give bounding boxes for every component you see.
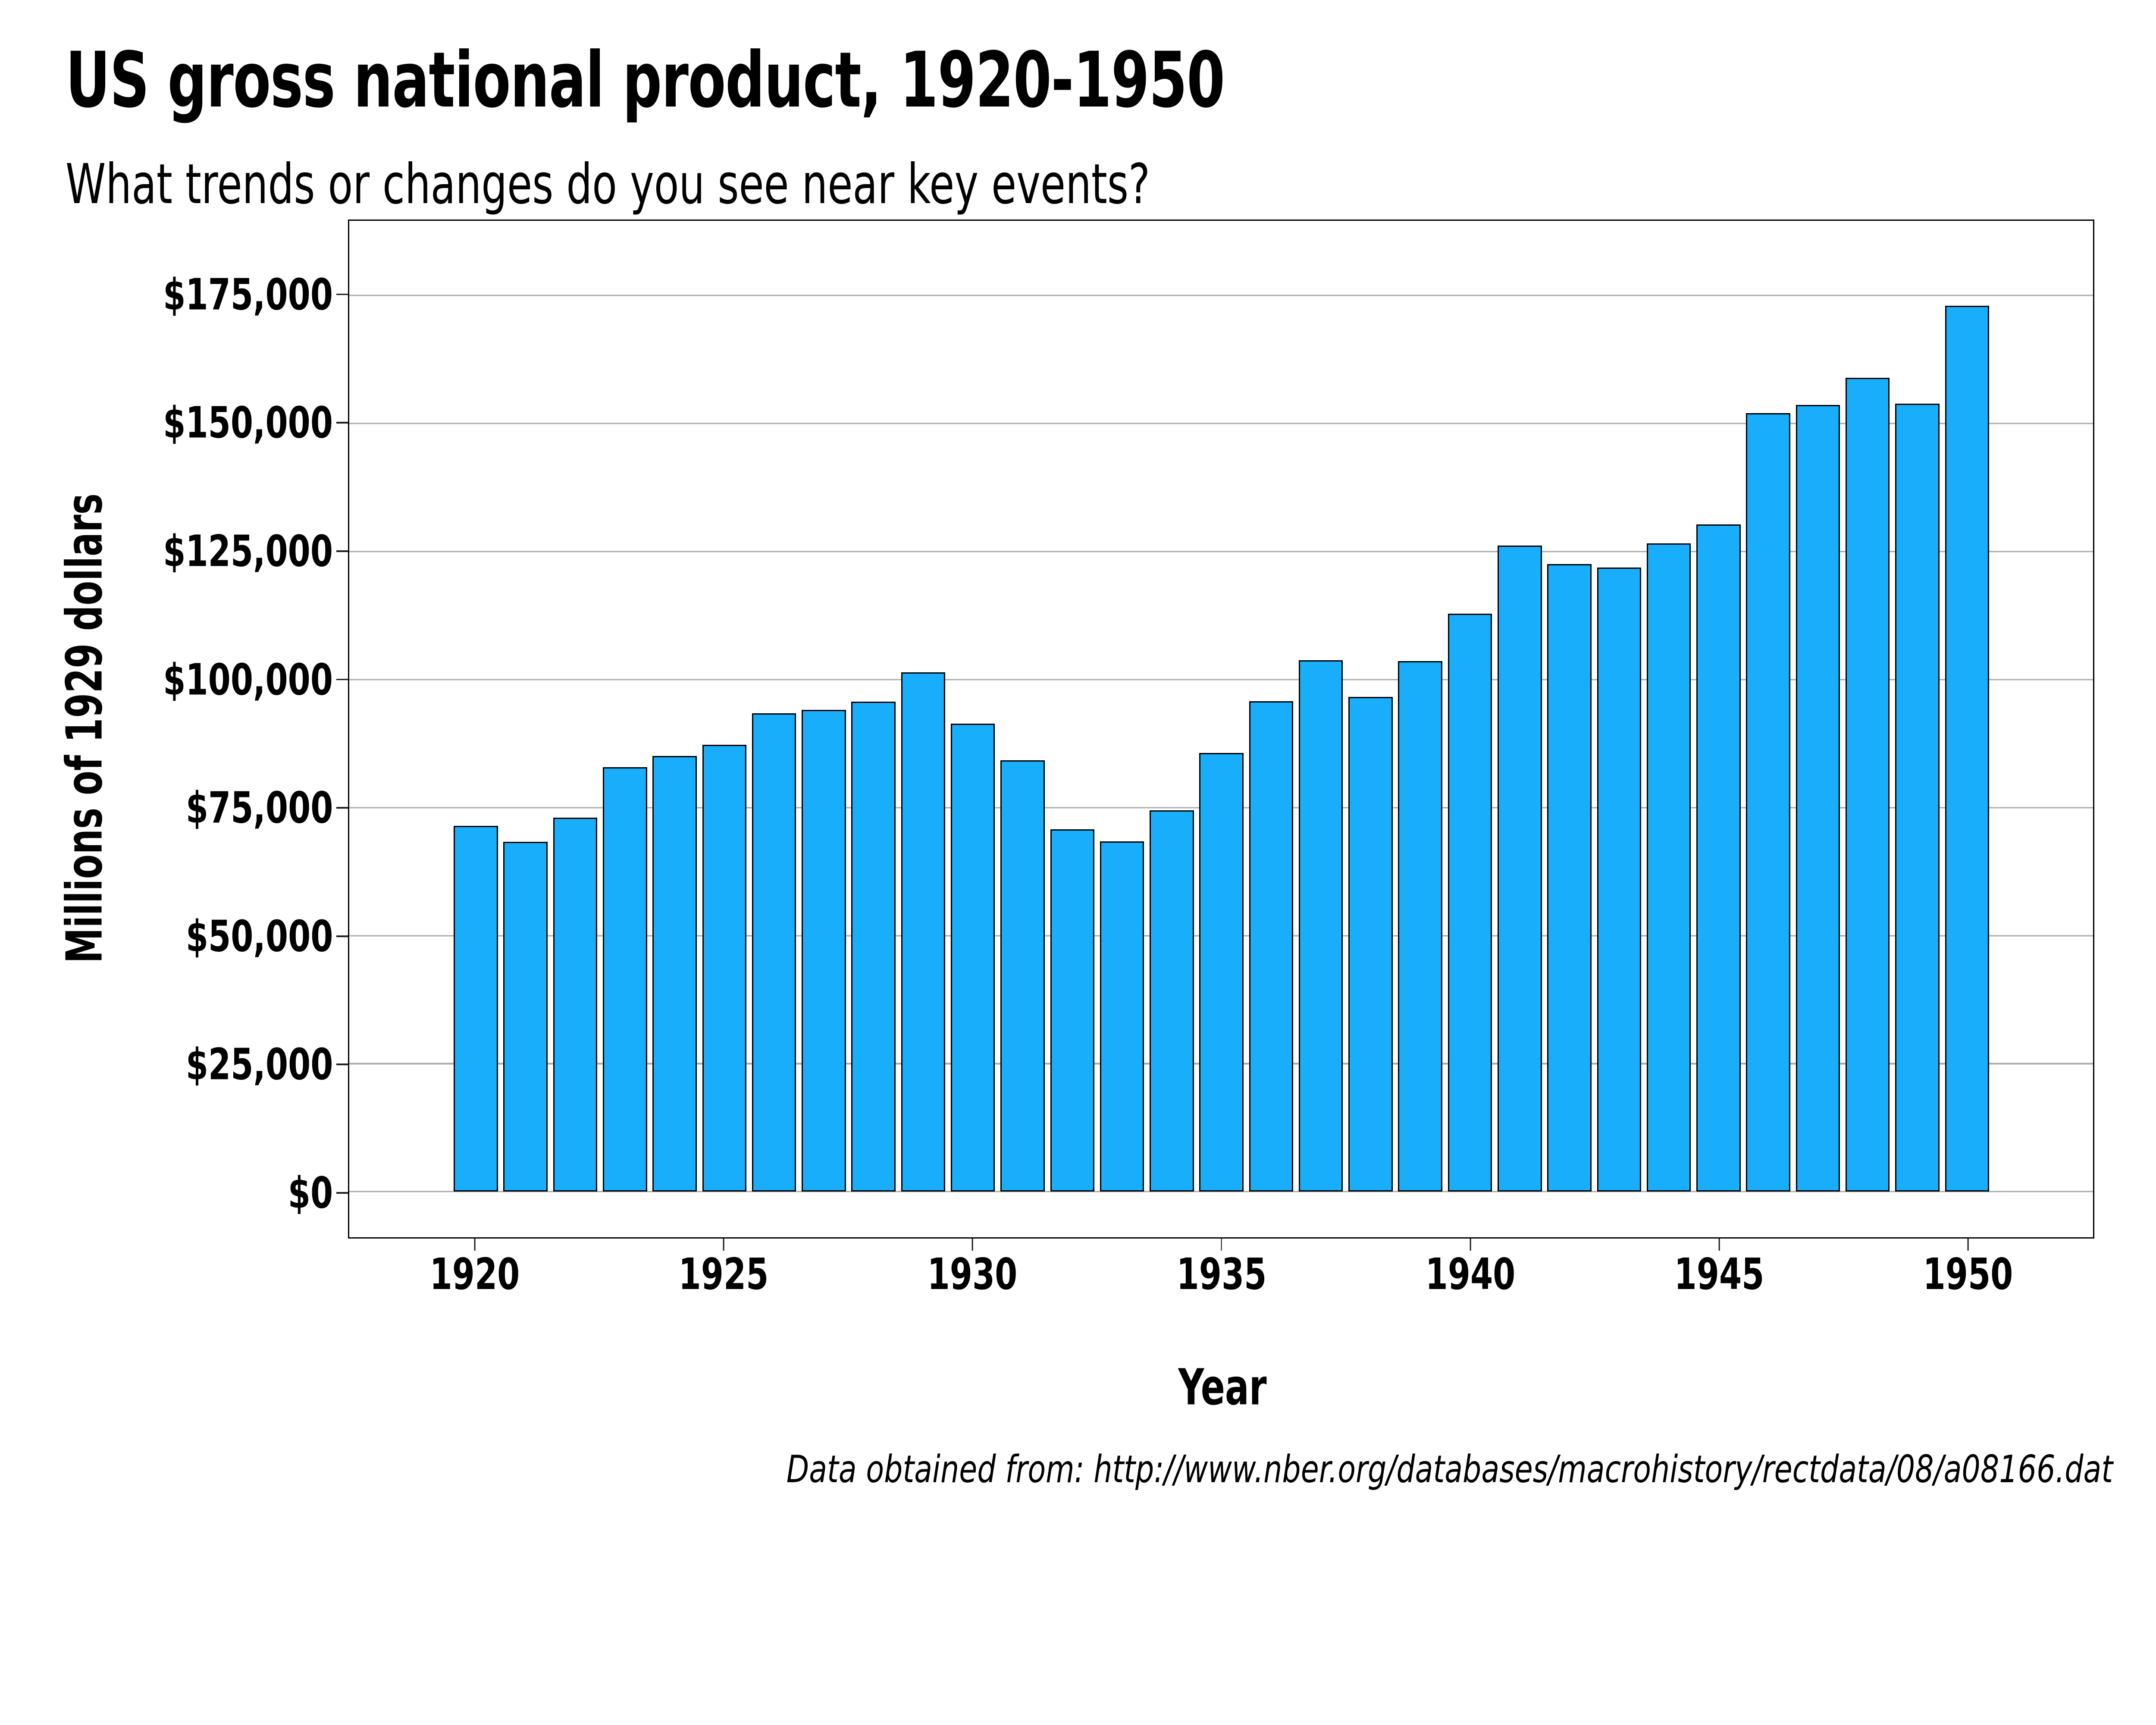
x-tick-label-1940: 1940 [1425, 1249, 1516, 1300]
y-tick-label-25000: $25,000 [185, 1039, 333, 1090]
x-tick-label-1950: 1950 [1923, 1249, 2013, 1300]
bar-1923 [603, 767, 647, 1192]
bar-1950 [1945, 306, 1990, 1192]
gridline-125000 [349, 551, 2093, 552]
bar-1926 [752, 713, 796, 1192]
y-tick-label-75000: $75,000 [185, 782, 333, 833]
bar-1937 [1298, 660, 1343, 1192]
x-tick-label-1945: 1945 [1674, 1249, 1764, 1300]
bar-1944 [1646, 543, 1691, 1192]
x-tick-1925 [723, 1239, 724, 1251]
x-axis-title: Year [1178, 1358, 1267, 1417]
bar-1947 [1796, 405, 1840, 1192]
x-tick-1950 [1968, 1239, 1969, 1251]
bar-1939 [1398, 661, 1442, 1192]
y-tick-125000 [336, 550, 348, 552]
bar-1949 [1895, 403, 1940, 1192]
x-tick-label-1930: 1930 [928, 1249, 1018, 1300]
bar-1920 [454, 826, 498, 1192]
chart-subtitle: What trends or changes do you see near k… [66, 152, 1150, 216]
bar-1921 [503, 842, 548, 1192]
x-tick-label-1920: 1920 [429, 1249, 520, 1300]
bar-1932 [1050, 829, 1095, 1192]
bar-1946 [1746, 413, 1790, 1192]
chart-title: US gross national product, 1920-1950 [66, 35, 1225, 125]
y-tick-100000 [336, 678, 348, 681]
bar-1934 [1150, 810, 1194, 1192]
y-tick-label-175000: $175,000 [163, 269, 333, 320]
y-tick-label-125000: $125,000 [163, 526, 333, 577]
gridline-150000 [349, 423, 2093, 424]
plot-panel [348, 219, 2095, 1239]
gridline-100000 [349, 679, 2093, 681]
y-tick-label-50000: $50,000 [185, 911, 333, 962]
caption: Data obtained from: http://www.nber.org/… [786, 1447, 2113, 1492]
bar-1933 [1100, 841, 1144, 1192]
bar-1938 [1348, 697, 1393, 1192]
gridline-175000 [349, 295, 2093, 296]
y-tick-75000 [336, 807, 348, 809]
bar-1945 [1696, 524, 1741, 1192]
x-tick-1945 [1718, 1239, 1720, 1251]
bar-1935 [1199, 753, 1244, 1192]
bar-1931 [1000, 760, 1045, 1192]
bar-1924 [652, 756, 697, 1192]
y-tick-0 [336, 1192, 348, 1194]
x-tick-1920 [474, 1239, 476, 1251]
y-tick-label-100000: $100,000 [163, 654, 333, 705]
x-tick-1935 [1221, 1239, 1222, 1251]
x-tick-1930 [972, 1239, 973, 1251]
chart-figure: US gross national product, 1920-1950 Wha… [56, 35, 2113, 1492]
x-tick-label-1925: 1925 [678, 1249, 769, 1300]
bar-1941 [1498, 545, 1542, 1192]
bar-1927 [802, 709, 846, 1192]
bar-1943 [1597, 567, 1642, 1192]
bar-1930 [950, 723, 995, 1192]
bar-1936 [1249, 701, 1294, 1192]
y-tick-25000 [336, 1063, 348, 1066]
y-tick-label-0: $0 [288, 1167, 333, 1218]
x-tick-1940 [1470, 1239, 1471, 1251]
bar-1942 [1547, 564, 1592, 1192]
bar-1922 [553, 818, 598, 1192]
bar-1929 [901, 672, 946, 1192]
bar-1925 [702, 744, 747, 1192]
bar-1940 [1448, 613, 1492, 1192]
y-axis-title: Millions of 1929 dollars [56, 493, 113, 964]
y-tick-175000 [336, 293, 348, 295]
gridline-0 [349, 1191, 2093, 1192]
y-tick-150000 [336, 422, 348, 424]
bar-1928 [851, 701, 896, 1192]
x-tick-label-1935: 1935 [1176, 1249, 1266, 1300]
y-tick-50000 [336, 935, 348, 937]
y-tick-label-150000: $150,000 [163, 397, 333, 448]
bar-1948 [1845, 378, 1890, 1192]
